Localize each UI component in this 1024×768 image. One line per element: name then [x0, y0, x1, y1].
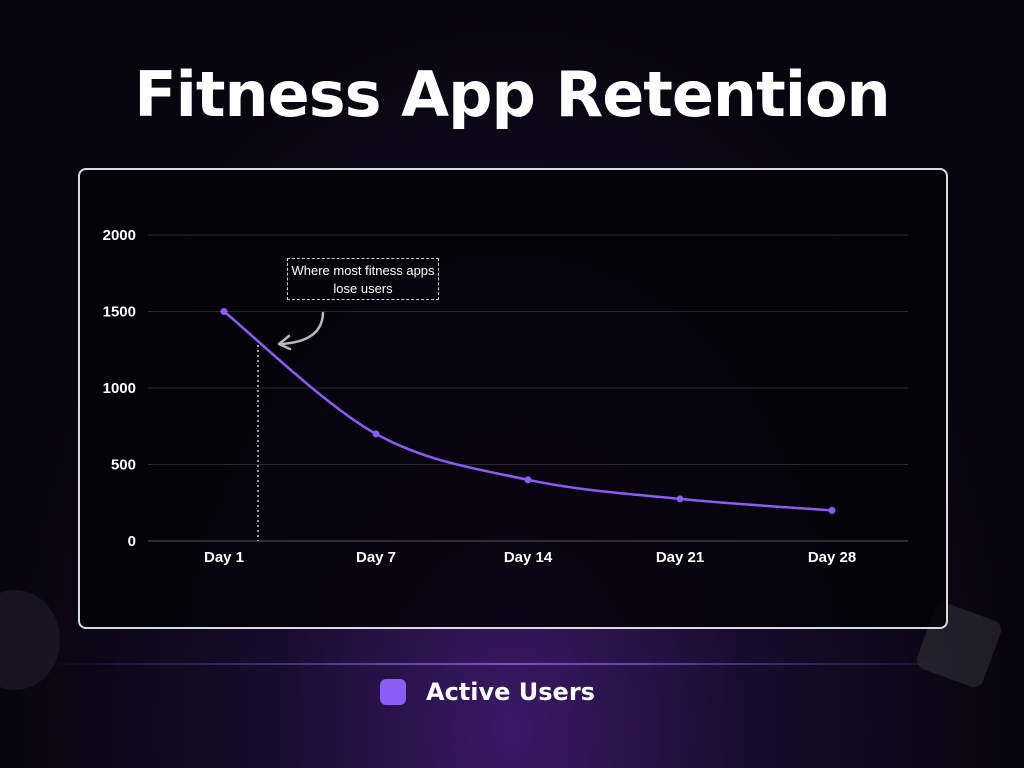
y-tick-label: 0 [128, 533, 136, 550]
x-tick-label: Day 1 [204, 549, 244, 566]
legend: Active Users [380, 678, 595, 706]
legend-label: Active Users [426, 678, 595, 706]
data-point [676, 495, 684, 503]
y-tick-label: 1500 [103, 304, 136, 321]
data-points [220, 308, 836, 514]
data-point [220, 308, 228, 315]
x-tick-label: Day 21 [656, 549, 704, 566]
y-tick-label: 500 [111, 457, 136, 474]
background-glow [40, 663, 984, 665]
data-point [828, 506, 836, 514]
y-tick-label: 1000 [103, 380, 136, 397]
annotation-arrowhead-icon [277, 334, 292, 351]
data-point [372, 430, 380, 438]
x-axis-ticks: Day 1 Day 7 Day 14 Day 21 Day 28 [204, 549, 856, 566]
y-axis-ticks: 0 500 1000 1500 2000 [103, 227, 136, 550]
annotation-box: Where most fitness apps lose users [287, 258, 439, 300]
chart-panel [78, 168, 948, 629]
x-tick-label: Day 7 [356, 549, 396, 566]
x-tick-label: Day 14 [504, 549, 553, 566]
annotation-arrow-icon [278, 311, 325, 346]
chart-title: Fitness App Retention [134, 58, 890, 131]
legend-swatch [380, 679, 406, 705]
data-point [524, 476, 532, 484]
y-tick-label: 2000 [103, 227, 136, 244]
grid-layer [148, 234, 908, 542]
x-tick-label: Day 28 [808, 549, 856, 566]
